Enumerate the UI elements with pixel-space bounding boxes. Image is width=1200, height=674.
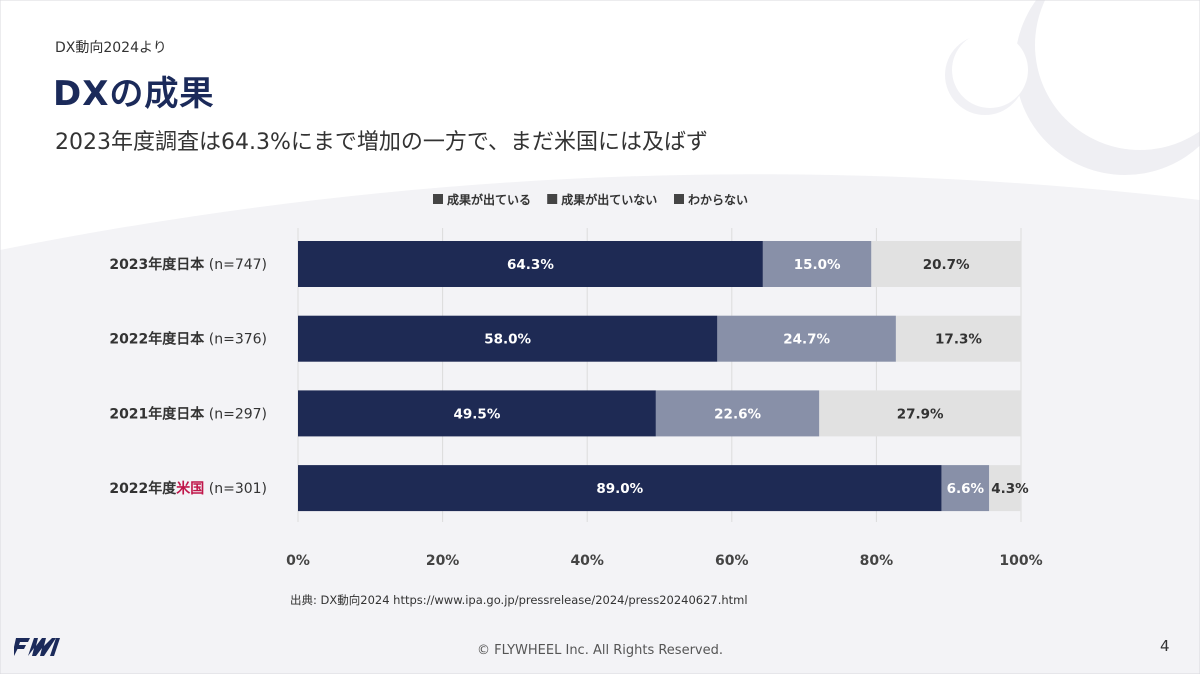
x-tick-label: 40% [570, 553, 604, 569]
bar-segment [895, 315, 1021, 362]
eyebrow-text: DX動向2024より [55, 40, 167, 56]
x-tick-label: 0% [286, 553, 310, 569]
bar-segment [298, 241, 763, 287]
bar-segment [655, 390, 820, 437]
page-title: DXの成果 [53, 74, 215, 114]
category-label: 2022年度米国 (n=301) [109, 480, 267, 497]
bar-segment [819, 390, 1021, 437]
bar-segment [989, 465, 1021, 512]
legend-entry: わからない [688, 193, 748, 207]
bar-segment [298, 390, 656, 437]
legend-swatch [547, 194, 558, 204]
data-label: 17.3% [935, 332, 982, 348]
category-label: 2023年度日本 (n=747) [109, 256, 267, 273]
legend-entry: 成果が出ていない [561, 192, 657, 207]
bar-segment [941, 465, 990, 512]
legend-swatch [674, 194, 684, 204]
page-number: 4 [1160, 637, 1170, 655]
data-label: 49.5% [454, 406, 501, 422]
x-tick-label: 20% [426, 553, 460, 569]
data-label: 58.0% [484, 332, 531, 348]
data-label: 6.6% [947, 481, 985, 497]
data-label: 15.0% [794, 257, 841, 273]
data-label: 4.3% [991, 481, 1029, 497]
bar-segment [762, 241, 872, 287]
data-label: 22.6% [714, 406, 761, 422]
category-label: 2021年度日本 (n=297) [109, 405, 267, 422]
copyright-text: © FLYWHEEL Inc. All Rights Reserved. [476, 643, 723, 658]
source-citation: 出典: DX動向2024 https://www.ipa.go.jp/press… [290, 593, 748, 607]
data-label: 27.9% [897, 406, 944, 422]
data-label: 89.0% [596, 481, 643, 497]
bar-segment [871, 241, 1021, 287]
data-label: 64.3% [507, 257, 554, 273]
x-tick-label: 60% [715, 553, 749, 569]
bar-segment [298, 465, 942, 512]
x-tick-label: 80% [860, 553, 894, 569]
data-label: 20.7% [923, 257, 970, 273]
category-label: 2022年度日本 (n=376) [109, 331, 267, 348]
x-tick-label: 100% [999, 553, 1042, 569]
bar-segment [298, 315, 718, 362]
page-subtitle: 2023年度調査は64.3%にまで増加の一方で、まだ米国には及ばず [55, 130, 708, 155]
flywheel-logo-icon [14, 638, 60, 656]
legend-entry: 成果が出ている [447, 192, 531, 207]
bar-segment [717, 315, 896, 362]
data-label: 24.7% [783, 332, 830, 348]
legend-swatch [433, 194, 443, 204]
